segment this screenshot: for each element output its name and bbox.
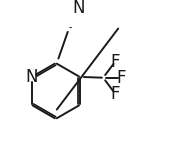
Text: N: N	[25, 68, 38, 86]
Text: N: N	[72, 0, 84, 17]
Text: F: F	[110, 85, 120, 103]
Text: F: F	[116, 69, 126, 87]
Text: F: F	[110, 53, 120, 71]
